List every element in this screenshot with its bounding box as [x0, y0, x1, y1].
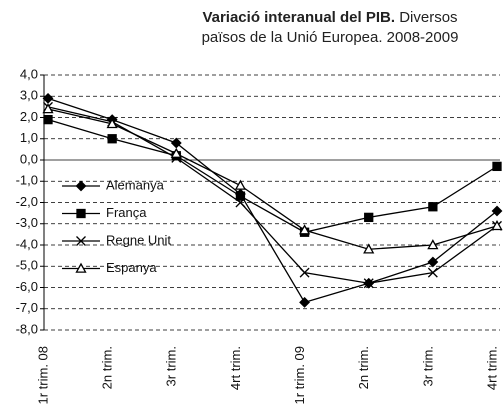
y-tick-label: -1,0	[16, 173, 38, 188]
x-tick-label: 4rt trim.	[484, 346, 499, 390]
data-point	[491, 205, 503, 217]
data-point	[427, 267, 438, 278]
y-tick-label: -5,0	[16, 258, 38, 273]
data-point	[106, 118, 118, 129]
data-point	[427, 256, 439, 268]
series-line	[47, 106, 498, 284]
x-tick-label: 1r trim. 08	[35, 346, 50, 405]
legend-marker	[76, 208, 86, 219]
x-tick-label: 3r trim.	[420, 346, 435, 386]
y-tick-label: -2,0	[16, 194, 38, 209]
chart-heading: Variació interanual del PIB. Diversos pa…	[180, 8, 480, 48]
y-tick-label: 1,0	[20, 130, 38, 145]
data-point	[428, 202, 438, 212]
legend-marker	[75, 262, 87, 273]
data-point	[299, 267, 310, 278]
legend-label: França	[106, 205, 147, 220]
data-point	[427, 239, 439, 250]
legend-marker	[75, 180, 87, 192]
x-tick-label: 3r trim.	[164, 346, 179, 386]
x-tick-label: 2n trim.	[356, 346, 371, 389]
data-point	[364, 212, 374, 223]
series-line	[47, 119, 498, 233]
legend-label: Regne Unit	[106, 232, 171, 247]
y-tick-label: 2,0	[20, 109, 38, 124]
x-tick-label: 1r trim. 09	[292, 346, 307, 405]
y-tick-label: -7,0	[16, 300, 38, 315]
data-point	[107, 134, 117, 144]
series-line	[47, 97, 498, 304]
data-point	[299, 296, 310, 308]
y-tick-label: -4,0	[16, 236, 38, 251]
y-tick-label: 0,0	[20, 151, 38, 166]
x-tick-label: 4rt trim.	[228, 346, 243, 390]
data-point	[170, 147, 182, 158]
data-point	[363, 243, 375, 254]
y-tick-label: -8,0	[16, 321, 38, 336]
data-point	[170, 137, 182, 149]
data-point	[234, 179, 247, 190]
legend-label: Alemanya	[106, 177, 165, 192]
data-point	[298, 224, 311, 235]
series-line	[47, 108, 498, 250]
data-point	[42, 103, 54, 114]
y-tick-label: 4,0	[20, 66, 38, 81]
y-tick-label: -6,0	[16, 279, 38, 294]
data-point	[43, 114, 53, 125]
y-tick-label: 3,0	[20, 88, 38, 103]
legend-label: Espanya	[106, 260, 157, 275]
data-point	[363, 278, 374, 289]
data-point	[42, 92, 54, 104]
y-tick-label: -3,0	[16, 215, 38, 230]
data-point	[492, 161, 502, 172]
data-point	[235, 197, 246, 208]
x-tick-label: 2n trim.	[100, 346, 115, 389]
chart-title: Variació interanual del PIB.	[202, 9, 396, 26]
data-point	[235, 191, 246, 201]
data-point	[491, 220, 503, 231]
legend-marker	[76, 236, 86, 246]
chart-subtitle: Diversos països de la Unió Europea. 2008…	[201, 9, 459, 46]
